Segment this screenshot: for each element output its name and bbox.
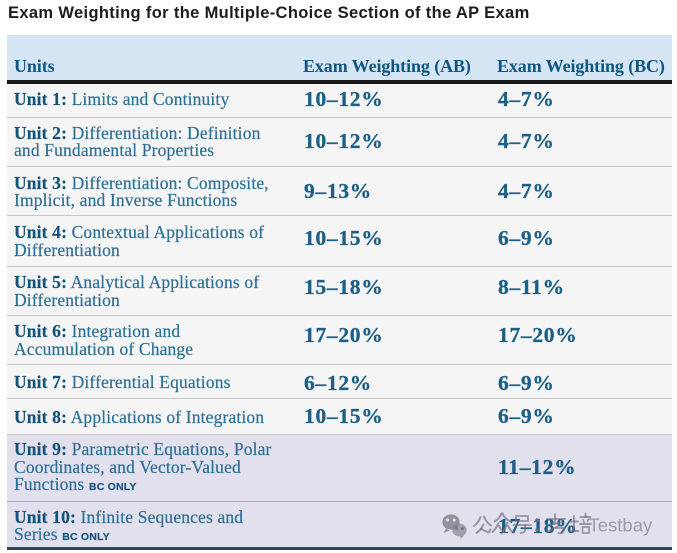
svg-text:Testbay: Testbay [589,515,654,536]
